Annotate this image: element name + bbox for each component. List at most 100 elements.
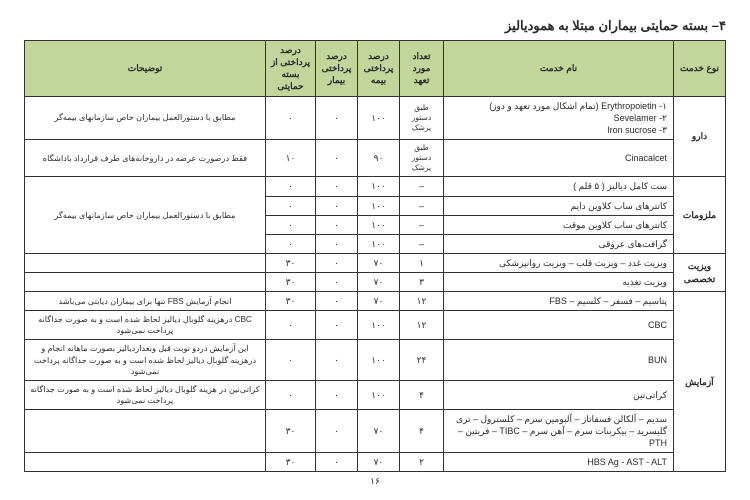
cell-sup: ٠ xyxy=(266,196,316,215)
cell-count: – xyxy=(400,215,444,234)
cell-count: ۳ xyxy=(400,273,444,292)
table-row: ویزیت تغذیه۳۷۰٠۳۰ xyxy=(25,273,726,292)
cell-count: ۱۲ xyxy=(400,311,444,340)
cell-count: – xyxy=(400,177,444,196)
service-name-cell: ویزیت تغذیه xyxy=(444,273,674,292)
notes-cell xyxy=(25,409,266,452)
service-name-cell: ست کامل دیالیز ( ۵ قلم ) xyxy=(444,177,674,196)
cell-sup: ٠ xyxy=(266,340,316,380)
table-row: HBS Ag - AST - ALT۲۷۰٠۳۰ xyxy=(25,453,726,472)
service-type-cell: ملزومات xyxy=(674,177,726,254)
service-name-cell: CBC xyxy=(444,311,674,340)
cell-sup: ۳۰ xyxy=(266,253,316,272)
cell-sup: ٠ xyxy=(266,380,316,409)
notes-cell: مطابق با دستورالعمل بیماران خاص سازمانها… xyxy=(25,96,266,139)
service-name-cell: HBS Ag - AST - ALT xyxy=(444,453,674,472)
table-row: Cinacalcetطبق دستور پزشک۹۰٠۱۰فقط درصورت … xyxy=(25,139,726,176)
table-row: سدیم – آلکالن فسفاتاز – آلبومین سرم – کل… xyxy=(25,409,726,452)
service-name-cell: کاتترهای ساب کلاوین موقت xyxy=(444,215,674,234)
service-type-cell: ویزیت تخصصی xyxy=(674,253,726,291)
h-name: نام خدمت xyxy=(444,41,674,97)
cell-count: ۴ xyxy=(400,409,444,452)
cell-pat: ٠ xyxy=(316,380,358,409)
table-row: ویزیت تخصصیویزیت غدد – ویزیت قلب – ویزیت… xyxy=(25,253,726,272)
service-name-cell: BUN xyxy=(444,340,674,380)
cell-count: طبق دستور پزشک xyxy=(400,96,444,139)
cell-pat: ٠ xyxy=(316,196,358,215)
service-name-cell: کاتترهای ساب کلاوین دایم xyxy=(444,196,674,215)
h-pat: درصد پرداختی بیمار xyxy=(316,41,358,97)
cell-pat: ٠ xyxy=(316,453,358,472)
h-count: تعداد مورد تعهد xyxy=(400,41,444,97)
table-row: دارو۱- Erythropoietin (تمام اشکال مورد ت… xyxy=(25,96,726,139)
cell-count: ۱ xyxy=(400,253,444,272)
cell-pat: ٠ xyxy=(316,96,358,139)
cell-sup: ٠ xyxy=(266,311,316,340)
notes-cell: CBC درهزینه گلوبال دیالیز لحاظ شده است و… xyxy=(25,311,266,340)
table-row: ملزوماتست کامل دیالیز ( ۵ قلم )–۱۰۰٠٠مطا… xyxy=(25,177,726,196)
cell-pat: ٠ xyxy=(316,409,358,452)
h-ins: درصد پرداختی بیمه xyxy=(358,41,400,97)
cell-sup: ٠ xyxy=(266,234,316,253)
notes-cell: کراتی‌نین در هزینه گلوبال دیالیز لحاظ شد… xyxy=(25,380,266,409)
cell-count: ۱۲ xyxy=(400,292,444,311)
cell-sup: ۳۰ xyxy=(266,273,316,292)
cell-pat: ٠ xyxy=(316,253,358,272)
cell-sup: ۳۰ xyxy=(266,453,316,472)
service-name-cell: سدیم – آلکالن فسفاتاز – آلبومین سرم – کل… xyxy=(444,409,674,452)
cell-pat: ٠ xyxy=(316,292,358,311)
notes-cell: مطابق با دستورالعمل بیماران خاص سازمانها… xyxy=(25,177,266,254)
cell-ins: ۱۰۰ xyxy=(358,340,400,380)
cell-ins: ۷۰ xyxy=(358,409,400,452)
cell-ins: ۷۰ xyxy=(358,292,400,311)
cell-count: – xyxy=(400,234,444,253)
table-row: CBC۱۲۱۰۰٠٠CBC درهزینه گلوبال دیالیز لحاظ… xyxy=(25,311,726,340)
table-row: BUN۲۴۱۰۰٠٠این آزمایش دردو نوبت قبل وبعدا… xyxy=(25,340,726,380)
services-table: نوع خدمت نام خدمت تعداد مورد تعهد درصد پ… xyxy=(24,40,726,472)
cell-pat: ٠ xyxy=(316,177,358,196)
h-notes: توضیحات xyxy=(25,41,266,97)
table-header-row: نوع خدمت نام خدمت تعداد مورد تعهد درصد پ… xyxy=(25,41,726,97)
cell-sup: ٠ xyxy=(266,215,316,234)
page-title: ۴– بسته حمایتی بیماران مبتلا به همودیالی… xyxy=(26,18,726,34)
service-name-cell: کراتی‌نین xyxy=(444,380,674,409)
notes-cell: این آزمایش دردو نوبت قبل وبعدازدیالیز بص… xyxy=(25,340,266,380)
cell-ins: ۱۰۰ xyxy=(358,215,400,234)
notes-cell: انجام آزمایش FBS تنها برای بیماران دیابت… xyxy=(25,292,266,311)
notes-cell: فقط درصورت عرضه در داروخانه‌های طرف قرار… xyxy=(25,139,266,176)
cell-ins: ۱۰۰ xyxy=(358,234,400,253)
page-number: ۱۶ xyxy=(24,476,726,487)
notes-cell xyxy=(25,453,266,472)
h-type: نوع خدمت xyxy=(674,41,726,97)
cell-ins: ۷۰ xyxy=(358,453,400,472)
cell-pat: ٠ xyxy=(316,311,358,340)
cell-ins: ۷۰ xyxy=(358,273,400,292)
table-row: کراتی‌نین۴۱۰۰٠٠کراتی‌نین در هزینه گلوبال… xyxy=(25,380,726,409)
cell-pat: ٠ xyxy=(316,215,358,234)
service-type-cell: آزمایش xyxy=(674,292,726,472)
cell-ins: ۱۰۰ xyxy=(358,196,400,215)
cell-ins: ۱۰۰ xyxy=(358,96,400,139)
notes-cell xyxy=(25,253,266,272)
service-name-cell: ۱- Erythropoietin (تمام اشکال مورد تعهد … xyxy=(444,96,674,139)
cell-count: ۴ xyxy=(400,380,444,409)
notes-cell xyxy=(25,273,266,292)
service-name-cell: گرافت‌های عروقی xyxy=(444,234,674,253)
cell-sup: ٠ xyxy=(266,177,316,196)
cell-count: ۲۴ xyxy=(400,340,444,380)
service-name-cell: پتاسیم – فسفر – کلسیم – FBS xyxy=(444,292,674,311)
cell-sup: ۳۰ xyxy=(266,409,316,452)
service-name-cell: Cinacalcet xyxy=(444,139,674,176)
cell-ins: ۱۰۰ xyxy=(358,177,400,196)
h-sup: درصد پرداختی از بسته حمایتی xyxy=(266,41,316,97)
cell-sup: ٠ xyxy=(266,96,316,139)
cell-sup: ۳۰ xyxy=(266,292,316,311)
cell-pat: ٠ xyxy=(316,234,358,253)
cell-ins: ۱۰۰ xyxy=(358,380,400,409)
cell-pat: ٠ xyxy=(316,139,358,176)
cell-pat: ٠ xyxy=(316,273,358,292)
service-type-cell: دارو xyxy=(674,96,726,177)
cell-count: طبق دستور پزشک xyxy=(400,139,444,176)
cell-count: – xyxy=(400,196,444,215)
cell-ins: ۷۰ xyxy=(358,253,400,272)
